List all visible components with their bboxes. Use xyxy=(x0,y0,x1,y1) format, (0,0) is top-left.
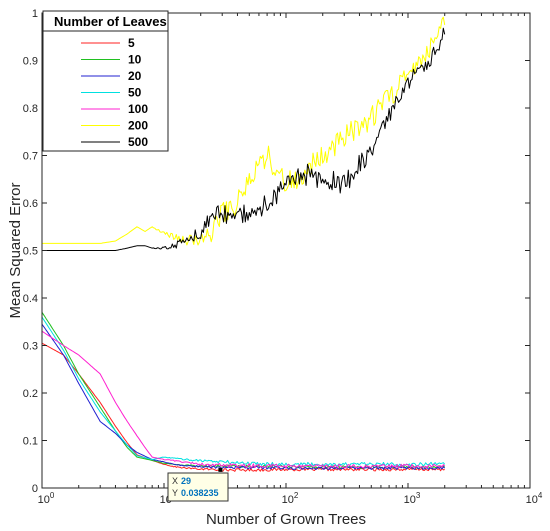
x-axis-label: Number of Grown Trees xyxy=(206,511,366,528)
legend-label-200: 200 xyxy=(128,119,148,133)
legend-label-100: 100 xyxy=(128,102,148,116)
y-axis-label: Mean Squared Error xyxy=(7,183,24,319)
y-tick-label: 1 xyxy=(32,8,38,20)
y-tick-label: 0 xyxy=(32,483,38,495)
legend-label-500: 500 xyxy=(128,135,148,149)
legend-label-10: 10 xyxy=(128,53,142,67)
series-line-5 xyxy=(41,342,445,472)
series-line-50 xyxy=(41,316,446,467)
y-tick-label: 0.7 xyxy=(23,151,38,163)
legend-label-5: 5 xyxy=(128,36,135,50)
x-tick-label: 100 xyxy=(38,491,55,506)
plot-lines xyxy=(41,16,446,472)
legend-label-50: 50 xyxy=(128,86,142,100)
datatip-y-key: Y xyxy=(172,488,178,498)
y-tick-label: 0.6 xyxy=(23,198,38,210)
y-tick-label: 0.8 xyxy=(23,103,38,115)
legend-label-20: 20 xyxy=(128,69,142,83)
legend: Number of Leaves 5 10 20 50 100 200 500 xyxy=(42,10,169,152)
y-tick-label: 0.2 xyxy=(23,388,38,400)
series-line-200 xyxy=(42,16,446,246)
series-line-100 xyxy=(41,330,446,469)
y-tick-label: 0.4 xyxy=(23,293,38,305)
legend-items: 5 10 20 50 100 200 500 xyxy=(81,36,148,149)
series-line-10 xyxy=(41,312,446,469)
datatip-y-value: 0.038235 xyxy=(181,488,219,498)
x-tick-label: 102 xyxy=(282,491,299,506)
x-tick-label: 104 xyxy=(526,491,543,506)
y-tick-label: 0.9 xyxy=(23,56,38,68)
datatip-marker xyxy=(218,467,223,472)
axes xyxy=(41,12,531,489)
y-tick-label: 0.1 xyxy=(23,436,38,448)
legend-title: Number of Leaves xyxy=(54,14,167,29)
datatip[interactable]: X 29 Y 0.038235 xyxy=(167,467,229,502)
series-line-500 xyxy=(42,27,446,251)
series-line-20 xyxy=(41,323,446,470)
x-tick-label: 103 xyxy=(404,491,421,506)
datatip-x-value: 29 xyxy=(181,476,191,486)
legend-box xyxy=(42,10,169,152)
y-tick-label: 0.3 xyxy=(23,341,38,353)
datatip-box xyxy=(167,472,229,502)
datatip-x-key: X xyxy=(172,476,178,486)
y-tick-label: 0.5 xyxy=(23,246,38,258)
